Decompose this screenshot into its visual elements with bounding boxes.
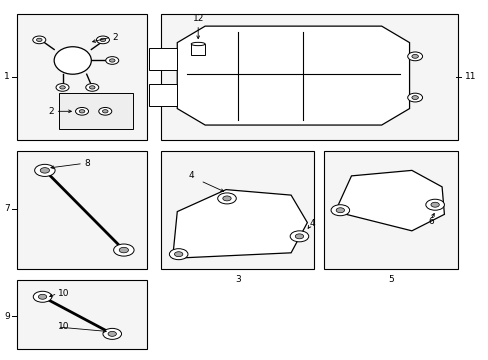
Circle shape — [96, 36, 109, 44]
Polygon shape — [177, 26, 409, 125]
Circle shape — [407, 52, 422, 61]
Circle shape — [60, 86, 65, 89]
Circle shape — [119, 247, 128, 253]
Text: 2: 2 — [48, 107, 54, 116]
Circle shape — [169, 249, 187, 260]
Circle shape — [174, 252, 183, 257]
Bar — [59, 94, 133, 129]
Circle shape — [75, 108, 88, 115]
Text: 2: 2 — [112, 33, 118, 42]
Text: 11: 11 — [465, 72, 476, 81]
Text: 7: 7 — [4, 204, 10, 213]
Bar — [17, 280, 147, 349]
Circle shape — [411, 96, 418, 99]
Circle shape — [223, 196, 231, 201]
Circle shape — [108, 332, 116, 336]
Circle shape — [37, 38, 42, 41]
Circle shape — [89, 86, 95, 89]
Ellipse shape — [54, 47, 91, 74]
Text: 4: 4 — [309, 220, 315, 229]
Circle shape — [85, 84, 99, 91]
Text: 10: 10 — [58, 323, 69, 332]
Circle shape — [430, 202, 438, 207]
Circle shape — [40, 168, 49, 173]
Circle shape — [33, 36, 46, 44]
Text: 12: 12 — [192, 14, 203, 23]
Bar — [17, 14, 147, 140]
Polygon shape — [172, 190, 307, 258]
Circle shape — [33, 291, 52, 302]
Text: 3: 3 — [234, 275, 240, 284]
Text: 10: 10 — [58, 289, 69, 298]
Circle shape — [56, 84, 69, 91]
Bar — [149, 48, 177, 70]
Circle shape — [425, 199, 444, 210]
Circle shape — [330, 205, 349, 216]
Circle shape — [105, 57, 119, 64]
Bar — [191, 44, 205, 55]
Circle shape — [335, 208, 344, 213]
Bar — [161, 14, 457, 140]
Polygon shape — [335, 170, 444, 231]
Circle shape — [113, 244, 134, 256]
Circle shape — [102, 110, 108, 113]
Circle shape — [109, 59, 115, 62]
Circle shape — [295, 234, 303, 239]
Circle shape — [35, 164, 55, 176]
Text: 9: 9 — [4, 311, 10, 320]
Circle shape — [38, 294, 47, 299]
Bar — [17, 151, 147, 269]
Bar — [323, 151, 457, 269]
Circle shape — [99, 108, 112, 115]
Circle shape — [411, 54, 418, 58]
Text: 5: 5 — [387, 275, 393, 284]
Circle shape — [407, 93, 422, 102]
Bar — [149, 84, 177, 106]
Text: 6: 6 — [427, 217, 433, 226]
Circle shape — [103, 328, 122, 339]
Bar — [161, 151, 314, 269]
Circle shape — [79, 110, 84, 113]
Circle shape — [100, 38, 105, 41]
Ellipse shape — [191, 42, 205, 46]
Text: 4: 4 — [188, 171, 194, 180]
Text: 8: 8 — [84, 159, 90, 168]
Circle shape — [217, 193, 236, 204]
Text: 1: 1 — [4, 72, 10, 81]
Circle shape — [289, 231, 308, 242]
